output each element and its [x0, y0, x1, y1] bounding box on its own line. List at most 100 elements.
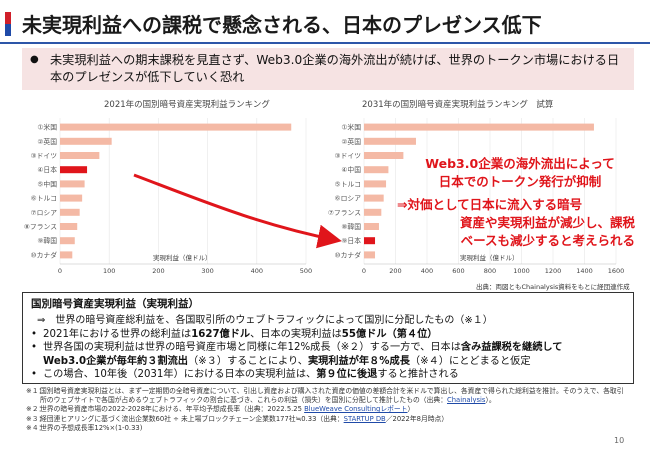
category-label: ④中国 [341, 165, 361, 174]
title-accent-blue [5, 24, 11, 36]
footnote-mark: ※２： [26, 405, 46, 414]
footnote-text: ） [407, 405, 415, 414]
bar [60, 251, 73, 259]
detail-text: すると推計される [377, 369, 459, 381]
detail-text: 2021年における世界の総利益は [43, 329, 192, 340]
bar [364, 123, 594, 131]
bar [60, 123, 292, 131]
detail-item-1: 2021年における世界の総利益は1627億ドル、日本の実現利益は55億ドル（第４… [31, 328, 631, 342]
bar [60, 237, 75, 245]
chainalysis-link[interactable]: Chainalysis [447, 396, 486, 405]
category-label: ⑧韓国 [341, 222, 361, 231]
category-label: ⑤トルコ [335, 180, 361, 188]
category-label: ③ドイツ [335, 152, 362, 160]
summary-text: 未実現利益への期末課税を見直さず、Web3.0企業の海外流出が続けば、世界のトー… [50, 53, 620, 84]
tick-label: 200 [389, 267, 401, 275]
tick-label: 0 [362, 267, 366, 275]
category-label: ⑧フランス [24, 223, 57, 231]
callout-taxbase: ⇒対価として日本に流入する暗号 資産や実現利益が減少し、課税 ベースも減少すると… [397, 196, 635, 250]
bar [364, 208, 382, 216]
tick-label: 0 [58, 267, 62, 275]
title-accent-red [5, 12, 11, 24]
tick-label: 100 [103, 267, 115, 275]
summary-bullet: ● [30, 54, 39, 65]
detail-emphasis: 第９位に後退 [316, 369, 378, 381]
summary-box: ● 未実現利益への期末課税を見直さず、Web3.0企業の海外流出が続けば、世界の… [22, 48, 634, 90]
startup-db-link[interactable]: STARTUP DB [343, 414, 386, 423]
footnote-text: ／2022年8月時点） [385, 414, 449, 423]
category-label: ⑤中国 [37, 179, 57, 188]
category-label: ②英国 [37, 137, 57, 146]
detail-item-2: 世界各国の実現利益は世界の暗号資産市場と同様に年12%成長（※２）する一方で、日… [31, 341, 631, 368]
detail-text: 、日本の実現利益は [250, 329, 342, 340]
blueweave-link[interactable]: BlueWeave Consultingレポート [304, 405, 408, 414]
callout-line-4: 資産や実現利益が減少し、課税 [459, 215, 635, 230]
detail-item-3: この場合、10年後（2031年）における日本の実現利益は、第９位に後退すると推計… [31, 368, 631, 382]
tick-label: 1400 [576, 267, 593, 275]
bar [364, 194, 384, 202]
footnote-mark: ※３： [26, 414, 46, 423]
bar [60, 223, 78, 230]
callout-line-2: 日本でのトークン発行が抑制 [438, 174, 602, 189]
chart-2031: 2031年の国別暗号資産実現利益ランキング 試算 0 200 400 600 800 10… [320, 96, 630, 292]
bar [364, 137, 416, 145]
shift-arrow [133, 173, 342, 249]
detail-box: 国別暗号資産実現利益（実現利益） ⇒ 世界の暗号資産総利益を、各国取引所のウェブ… [22, 292, 634, 384]
chart-2021-svg: 0 100 200 300 400 500 ①米国 ②英国 ③ドイツ ④日本 ⑤中国 ⑥トルコ ⑦ロシア… [24, 118, 312, 275]
footnote-text: ）。 [485, 396, 496, 405]
tick-label: 800 [484, 267, 496, 275]
footnote-mark: ※４： [26, 423, 46, 432]
bar [364, 180, 387, 188]
bar [364, 166, 389, 174]
bar [60, 194, 83, 202]
category-label: ①米国 [341, 123, 361, 132]
detail-text: この場合、10年後（2031年）における日本の実現利益は、 [43, 369, 317, 381]
bar [60, 137, 112, 145]
tick-label: 200 [152, 267, 164, 275]
category-label: ⑦ロシア [31, 209, 58, 217]
detail-heading: 国別暗号資産実現利益（実現利益） [31, 298, 199, 310]
footnotes: ※１： 国別暗号資産実現利益とは、まず一定期間の全暗号資産について、引出し資産お… [26, 387, 626, 433]
footnote-3: ※３： 経団連ヒアリングに基づく流出企業数60社 ÷ 未上場ブロックチェーン企業… [26, 415, 626, 424]
bar [60, 152, 100, 159]
bar [364, 251, 376, 259]
tick-label: 400 [251, 267, 263, 275]
detail-definition: ⇒ 世界の暗号資産総利益を、各国取引所のウェブトラフィックによって国別に分配した… [37, 315, 493, 326]
tick-label: 1200 [545, 267, 562, 275]
chart-2021-title: 2021年の国別暗号資産実現利益ランキング [104, 100, 270, 110]
title-bar: 未実現利益への課税で懸念される、日本のプレゼンス低下 [0, 0, 650, 44]
bar [364, 223, 379, 230]
tick-label: 500 [300, 267, 312, 275]
tick-label: 1000 [513, 267, 530, 275]
bar-highlight-japan [60, 166, 88, 174]
detail-emphasis: 1627億ドル [191, 329, 251, 340]
footnote-mark: ※１： [26, 387, 46, 395]
footnote-1: ※１： 国別暗号資産実現利益とは、まず一定期間の全暗号資産について、引出し資産お… [26, 387, 626, 405]
bar [364, 152, 404, 159]
detail-emphasis: 含み益課税を継続して [460, 342, 563, 354]
bar-highlight-japan [364, 237, 376, 245]
x-axis-label: 実現利益（億ドル） [460, 253, 519, 262]
category-label: ⑦フランス [328, 209, 361, 217]
chart-2031-svg: 0 200 400 600 800 1000 1200 1400 1600 ①米国 ②英国 ③ドイツ ④… [328, 118, 624, 275]
detail-text: （※３）することにより、 [188, 355, 308, 367]
page-number: 10 [614, 436, 625, 445]
x-axis-label: 実現利益（億ドル） [153, 253, 212, 262]
bar [60, 180, 85, 188]
detail-text: 世界各国の実現利益は世界の暗号資産市場と同様に年12%成長（※２）する一方で、日… [43, 342, 461, 354]
source-note: 出典：両図ともChainalysis資料をもとに経団連作成 [476, 283, 630, 291]
category-label: ①米国 [37, 123, 57, 132]
chart-2031-title: 2031年の国別暗号資産実現利益ランキング 試算 [362, 100, 554, 110]
footnote-2: ※２： 世界の暗号資産市場の2022-2028年における、年平均予想成長率（出典… [26, 405, 626, 414]
footnote-text: 国別暗号資産実現利益とは、まず一定期間の全暗号資産について、引出し資産および購入… [40, 387, 624, 405]
footnote-4: ※４： 世界の予想成長率12%×(1-0.33) [26, 424, 626, 433]
callout-line-1: Web3.0企業の海外流出によって [425, 156, 615, 171]
category-label: ③ドイツ [31, 152, 58, 160]
detail-emphasis: 55億ドル（第４位） [341, 329, 438, 340]
tick-label: 600 [452, 267, 464, 275]
category-label: ⑩カナダ [335, 250, 362, 259]
detail-text: （※４）にとどまると仮定 [409, 355, 531, 367]
tick-label: 300 [201, 267, 213, 275]
category-label: ⑨日本 [341, 236, 361, 245]
